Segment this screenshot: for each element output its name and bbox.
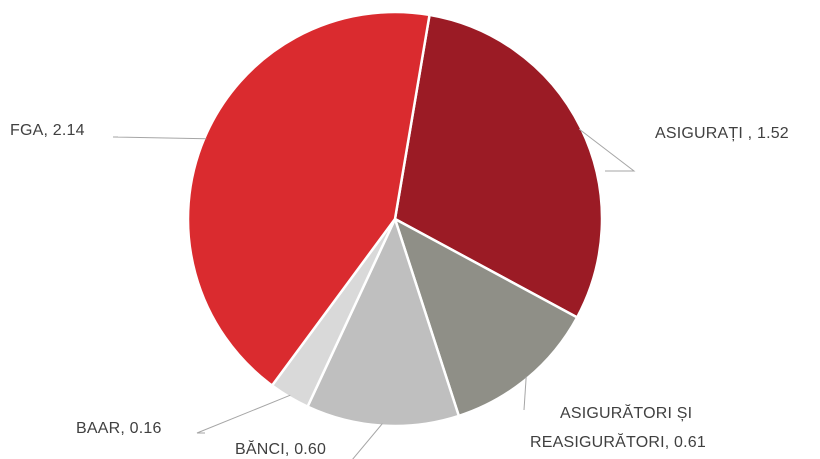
leader-lines <box>112 128 636 459</box>
data-label: BĂNCI, 0.60 <box>235 439 326 458</box>
pie-slices <box>186 10 604 428</box>
pie-slice <box>392 216 579 418</box>
data-labels: ASIGURAȚI , 1.52 ASIGURĂTORI ȘI REASIGURĂT… <box>10 122 789 458</box>
data-label: ASIGURAȚI , 1.52 <box>655 125 789 142</box>
leader-line <box>578 128 636 172</box>
pie-slice <box>186 10 431 388</box>
data-label: BAAR, 0.16 <box>76 420 162 437</box>
data-label: FGA, 2.14 <box>10 122 85 139</box>
leader-line <box>196 394 291 434</box>
leader-line <box>523 376 527 411</box>
leader-line <box>112 136 207 140</box>
data-label: ASIGURĂTORI ȘI REASIGURĂTORI, 0.61 <box>530 403 706 451</box>
pie-slice <box>393 13 604 320</box>
leader-line <box>352 423 383 459</box>
pie-slice <box>305 215 461 428</box>
